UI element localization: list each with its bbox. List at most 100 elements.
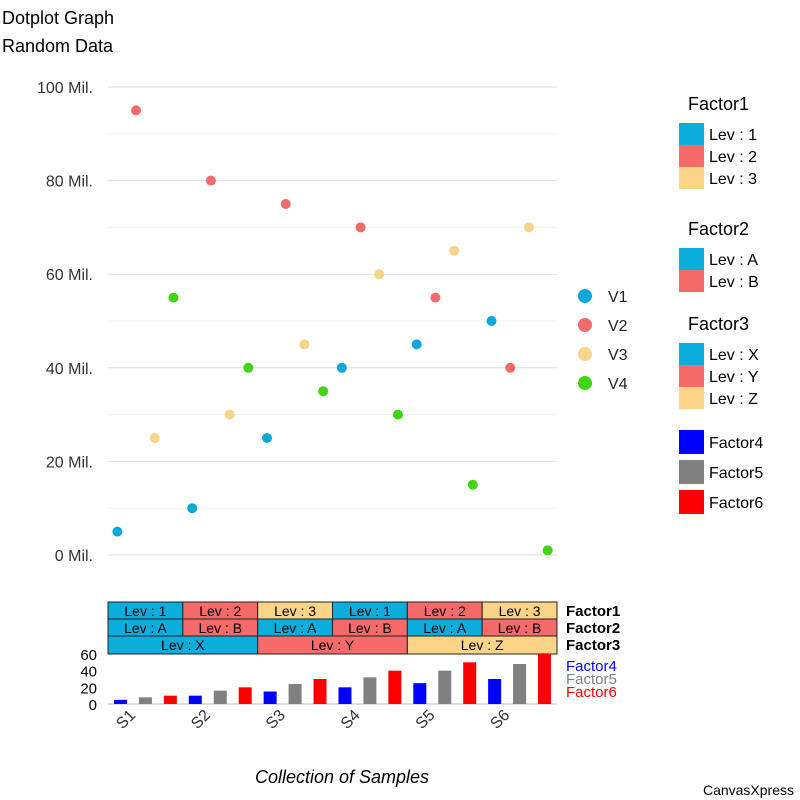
numeric-factor-label: Factor4	[709, 435, 763, 452]
factor-cell-label: Lev : 1	[349, 603, 391, 619]
data-points	[112, 105, 553, 556]
factor-cell-label: Lev : Z	[461, 637, 504, 653]
bar-series-label: Factor5	[566, 671, 617, 688]
factor-legend: Factor1 Lev : 1 Lev : 2 Lev : 3 Factor2 Lev :…	[679, 94, 763, 514]
legend-label-v1: V1	[608, 289, 628, 306]
factor-row-label: Factor2	[566, 620, 620, 637]
data-point-v2	[131, 105, 142, 116]
factor-legend-swatch	[679, 343, 704, 365]
factor-cell-label: Lev : 2	[424, 603, 466, 619]
y-tick-label: 60 Mil.	[46, 267, 93, 284]
factor-legend-title: Factor1	[688, 94, 749, 114]
bar-series-label: Factor4	[566, 658, 617, 675]
bar-factor4	[188, 695, 202, 704]
numeric-factor-label: Factor6	[709, 495, 763, 512]
series-legend: V1 V2 V3 V4	[578, 289, 628, 393]
bar-factor5	[363, 677, 377, 704]
factor-legend-swatch	[679, 123, 704, 145]
legend-label-v3: V3	[608, 347, 628, 364]
factor-legend-title: Factor3	[688, 314, 749, 334]
legend-marker-v4	[578, 376, 592, 390]
legend-label-v2: V2	[608, 318, 628, 335]
x-tick-label: S6	[487, 707, 513, 733]
data-point-v2	[355, 222, 366, 233]
factor-legend-level: Lev : 1	[709, 127, 757, 144]
bar-factor4	[338, 687, 352, 704]
factor-legend-swatch	[679, 387, 704, 409]
bar-factor6	[313, 679, 327, 704]
factor-legend-level: Lev : A	[709, 252, 758, 269]
factor-legend-swatch	[679, 248, 704, 270]
data-point-v4	[168, 292, 179, 303]
y-tick-label: 0 Mil.	[55, 548, 93, 565]
y-tick-label: 40 Mil.	[46, 361, 93, 378]
factor-legend-swatch	[679, 145, 704, 167]
numeric-factor-swatch	[679, 490, 704, 514]
factor-row-label: Factor3	[566, 637, 620, 654]
chart-title: Dotplot Graph	[2, 8, 114, 28]
factor-row-label: Factor1	[566, 603, 620, 620]
data-point-v4	[392, 409, 403, 420]
bar-y-tick-label: 60	[80, 647, 97, 664]
data-point-v3	[224, 409, 235, 420]
bar-factor6	[163, 695, 177, 704]
bar-factor6	[388, 670, 402, 704]
factor-legend-level: Lev : 3	[709, 171, 757, 188]
data-point-v4	[243, 362, 254, 373]
x-axis-label: Collection of Samples	[255, 767, 429, 787]
data-point-v2	[205, 175, 216, 186]
data-point-v1	[336, 362, 347, 373]
bar-factor5	[438, 670, 452, 704]
numeric-factor-label: Factor5	[709, 465, 763, 482]
factor-legend-level: Lev : Y	[709, 369, 759, 386]
bar-series-label: Factor6	[566, 684, 617, 701]
factor-legend-level: Lev : X	[709, 347, 759, 364]
factor-legend-level: Lev : Z	[709, 391, 758, 408]
data-point-v1	[112, 526, 123, 537]
factor-legend-level: Lev : B	[709, 274, 759, 291]
bar-factor5	[288, 684, 302, 704]
factor-legend-level: Lev : 2	[709, 149, 757, 166]
factor-cell	[406, 635, 558, 655]
data-point-v1	[411, 339, 422, 350]
factor-strip: Lev : 1 Lev : 2 Lev : 3 Lev : 1 Lev : 2 Lev :…	[107, 601, 620, 655]
data-point-v3	[149, 433, 160, 443]
bar-factor4	[488, 679, 502, 704]
data-point-v3	[299, 339, 310, 350]
x-tick-label: S1	[113, 707, 139, 733]
data-point-v2	[505, 362, 516, 373]
bar-factor6	[463, 662, 477, 704]
data-point-v4	[542, 545, 553, 556]
x-tick-label: S2	[188, 707, 214, 733]
bar-factor4	[113, 699, 127, 704]
factor-cell-label: Lev : A	[124, 620, 167, 636]
data-point-v2	[280, 199, 291, 209]
data-point-v4	[467, 479, 478, 490]
bar-factor5	[513, 664, 527, 704]
bar-factor6	[538, 654, 552, 704]
factor-cell-label: Lev : B	[198, 620, 242, 636]
factor-cell-label: Lev : 3	[274, 603, 316, 619]
credit-label: CanvasXpress	[703, 782, 794, 798]
legend-marker-v2	[578, 318, 592, 332]
bar-factor6	[238, 687, 252, 704]
factor-legend-swatch	[679, 365, 704, 387]
x-tick-label: S3	[263, 707, 289, 733]
factor-cell-label: Lev : B	[348, 620, 392, 636]
factor-cell-label: Lev : X	[161, 637, 205, 653]
factor-legend-swatch	[679, 270, 704, 292]
chart-subtitle: Random Data	[2, 36, 114, 56]
y-tick-label: 20 Mil.	[46, 454, 93, 471]
data-point-v3	[523, 222, 534, 233]
factor-cell-label: Lev : Y	[311, 637, 355, 653]
factor-cell-label: Lev : A	[274, 620, 317, 636]
legend-label-v4: V4	[608, 376, 628, 393]
y-tick-label: 80 Mil.	[46, 174, 93, 191]
grid	[108, 86, 557, 556]
bar-factor4	[413, 683, 427, 704]
data-point-v1	[187, 503, 198, 514]
numeric-factor-swatch	[679, 460, 704, 484]
factor-cell-label: Lev : A	[423, 620, 466, 636]
